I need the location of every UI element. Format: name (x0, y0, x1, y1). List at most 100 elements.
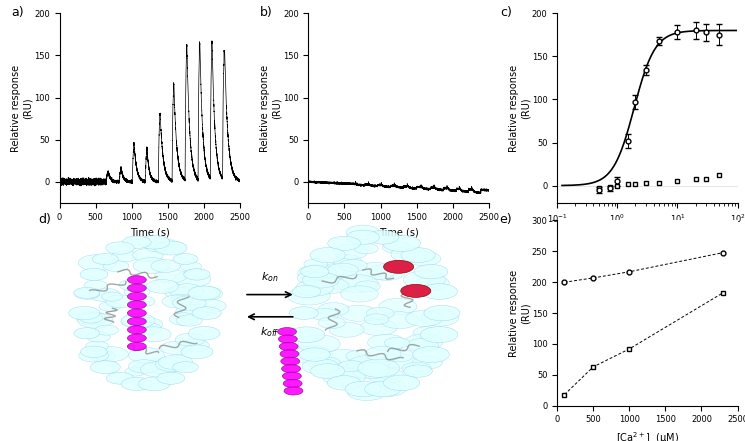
Circle shape (156, 357, 190, 372)
Circle shape (288, 327, 325, 343)
Circle shape (424, 305, 460, 321)
Circle shape (346, 350, 372, 362)
Circle shape (133, 322, 162, 335)
Circle shape (326, 275, 361, 290)
Circle shape (74, 328, 100, 339)
Circle shape (161, 341, 192, 355)
Circle shape (155, 241, 187, 255)
Circle shape (131, 318, 162, 331)
Circle shape (360, 320, 397, 336)
Circle shape (86, 341, 109, 351)
Circle shape (147, 280, 179, 293)
Circle shape (74, 288, 100, 299)
Circle shape (176, 315, 202, 326)
Circle shape (407, 338, 439, 352)
X-axis label: [Ca$^{2+}$]  (μM): [Ca$^{2+}$] (μM) (616, 430, 679, 441)
Circle shape (384, 349, 413, 362)
Circle shape (340, 286, 378, 302)
X-axis label: Time (s): Time (s) (130, 227, 170, 237)
Circle shape (413, 327, 440, 338)
Circle shape (364, 384, 387, 395)
Circle shape (144, 358, 180, 374)
Circle shape (318, 303, 349, 316)
Circle shape (298, 335, 340, 353)
Circle shape (77, 312, 107, 325)
Y-axis label: Relative response
(RU): Relative response (RU) (509, 64, 530, 152)
Circle shape (125, 367, 146, 376)
Circle shape (93, 347, 128, 362)
Circle shape (339, 363, 375, 379)
Y-axis label: Relative response
(RU): Relative response (RU) (11, 64, 33, 152)
Circle shape (365, 346, 401, 362)
Circle shape (284, 387, 303, 395)
Circle shape (416, 276, 449, 290)
Circle shape (124, 286, 150, 297)
Circle shape (77, 313, 113, 328)
Circle shape (79, 349, 109, 362)
Circle shape (405, 334, 443, 351)
Circle shape (150, 260, 180, 273)
Text: c): c) (501, 6, 512, 19)
Circle shape (188, 326, 220, 340)
Circle shape (173, 362, 198, 373)
Circle shape (337, 275, 378, 292)
Circle shape (92, 254, 118, 265)
Circle shape (283, 379, 302, 388)
Circle shape (106, 295, 135, 308)
Text: b): b) (259, 6, 273, 19)
Circle shape (345, 381, 381, 397)
Circle shape (101, 292, 123, 301)
Circle shape (162, 295, 192, 308)
Circle shape (378, 299, 417, 315)
Circle shape (103, 261, 129, 272)
Circle shape (107, 372, 134, 384)
Circle shape (358, 359, 399, 377)
Circle shape (155, 269, 187, 283)
Circle shape (170, 284, 204, 299)
Circle shape (347, 355, 390, 374)
Circle shape (404, 365, 432, 377)
Circle shape (402, 363, 431, 375)
Circle shape (383, 235, 420, 251)
Circle shape (421, 284, 457, 299)
Circle shape (326, 349, 360, 363)
Circle shape (145, 242, 168, 252)
Circle shape (279, 342, 298, 351)
Circle shape (138, 377, 170, 391)
Text: d): d) (38, 213, 51, 226)
Circle shape (169, 313, 198, 325)
Circle shape (334, 244, 368, 259)
Circle shape (339, 259, 367, 272)
Circle shape (111, 250, 138, 262)
Circle shape (174, 271, 211, 287)
Circle shape (278, 328, 297, 336)
Circle shape (346, 230, 379, 244)
Circle shape (127, 342, 146, 351)
Circle shape (165, 287, 191, 298)
Circle shape (299, 348, 330, 361)
Circle shape (354, 243, 378, 254)
Circle shape (99, 302, 121, 311)
Circle shape (347, 384, 386, 400)
Circle shape (175, 333, 205, 346)
Circle shape (128, 360, 159, 373)
Circle shape (127, 276, 146, 284)
Circle shape (296, 280, 333, 296)
Y-axis label: Relative response
(RU): Relative response (RU) (260, 64, 282, 152)
Circle shape (380, 312, 419, 329)
Circle shape (401, 284, 431, 297)
Circle shape (282, 365, 300, 373)
Circle shape (414, 265, 448, 279)
Circle shape (421, 310, 458, 326)
Circle shape (289, 307, 318, 319)
Circle shape (95, 325, 118, 335)
Circle shape (86, 332, 110, 342)
Circle shape (140, 362, 177, 377)
Circle shape (136, 327, 171, 342)
X-axis label: [Ca$^{2+}$]  (μM): [Ca$^{2+}$] (μM) (616, 231, 679, 247)
Circle shape (133, 363, 157, 374)
Circle shape (408, 251, 441, 266)
Circle shape (181, 345, 213, 359)
Circle shape (308, 357, 340, 370)
Circle shape (74, 288, 100, 299)
